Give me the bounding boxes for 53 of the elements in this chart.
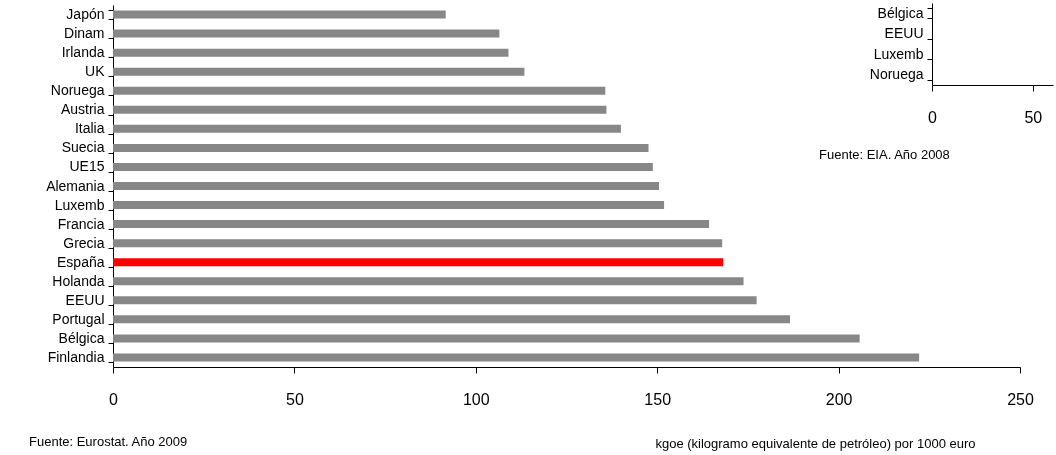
bar (113, 162, 653, 171)
y-tick-label: Francia (57, 215, 105, 232)
x-tick-label: 0 (928, 108, 938, 126)
y-tick-label: Suecia (61, 139, 105, 156)
y-tick-label: Alemania (46, 177, 105, 194)
y-tick-label: Austria (60, 101, 105, 118)
bar (113, 10, 446, 19)
y-tick-label: Japón (66, 6, 105, 23)
bar (113, 67, 525, 76)
y-tick-label: España (57, 253, 105, 270)
x-tick-label: 250 (1007, 390, 1034, 408)
y-tick-label: UK (85, 63, 106, 80)
y-tick-label: Italia (74, 120, 105, 137)
x-tick-label: 200 (825, 390, 853, 408)
bar (113, 220, 710, 229)
bar (113, 353, 920, 362)
bar (113, 334, 860, 343)
bar (113, 315, 790, 324)
bar (113, 86, 606, 95)
bar (113, 29, 500, 38)
bar (113, 296, 757, 305)
source-note: Fuente: Eurostat. Año 2009 (29, 434, 188, 449)
bar (113, 105, 607, 114)
y-tick-label: Luxemb (54, 196, 105, 213)
x-tick-label: 150 (644, 390, 672, 408)
bar (113, 277, 744, 286)
y-tick-label: EEUU (65, 291, 105, 308)
bar (113, 239, 723, 248)
y-tick-label: Dinam (64, 25, 105, 42)
y-tick-label: Portugal (52, 310, 105, 327)
x-axis-title: kgoe (kilogramo equivalente de petróleo) por 1000 euro (655, 435, 976, 451)
y-tick-label: UE15 (69, 158, 105, 175)
y-tick-label: Irlanda (61, 44, 105, 61)
x-tick-label: 50 (1024, 108, 1043, 126)
x-tick-label: 50 (286, 390, 304, 408)
y-tick-label: Noruega (50, 82, 105, 99)
bar (113, 182, 660, 190)
y-tick-label: Holanda (52, 272, 105, 289)
bar (113, 201, 665, 210)
y-tick-label: Grecia (63, 234, 105, 251)
y-tick-label: Noruega (869, 66, 924, 83)
bar (113, 124, 621, 133)
x-tick-label: 100 (462, 390, 490, 408)
y-tick-label: Luxemb (873, 45, 924, 62)
y-tick-label: Bélgica (58, 329, 105, 346)
bar (113, 48, 509, 57)
annotation: Fuente: EIA. Año 2008 (819, 147, 950, 162)
bar (113, 143, 649, 152)
x-tick-label: 0 (109, 390, 119, 408)
bar (113, 258, 724, 267)
y-tick-label: Bélgica (877, 4, 924, 21)
y-tick-label: Finlandia (47, 348, 105, 365)
y-tick-label: EEUU (884, 25, 924, 42)
